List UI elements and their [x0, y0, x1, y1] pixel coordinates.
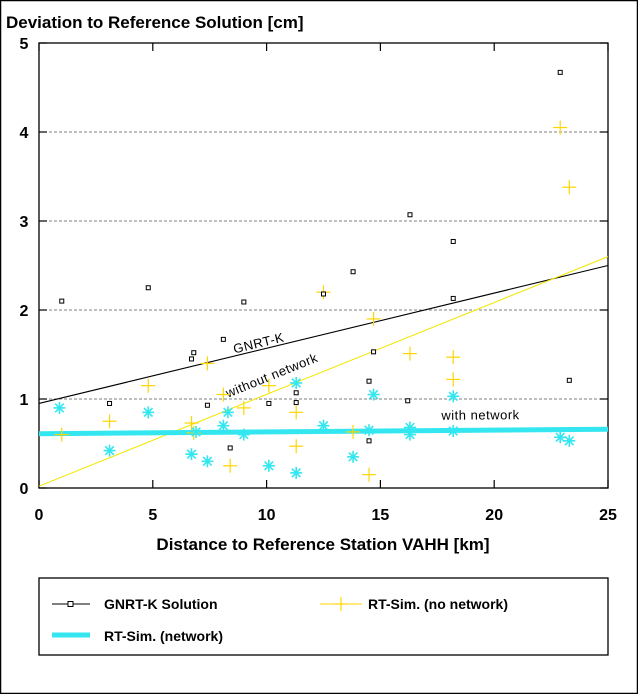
data-point-no-network [446, 350, 461, 365]
data-point-gnrtk [293, 390, 299, 396]
data-point-no-network [362, 467, 377, 482]
data-point-network [290, 376, 303, 389]
legend-item-no-network: RT-Sim. (no network) [320, 596, 508, 612]
data-point-gnrtk [227, 445, 233, 451]
trend-line-no-network [38, 256, 609, 487]
data-point-no-network [186, 425, 201, 440]
data-point-network [447, 390, 460, 403]
data-point-gnrtk [266, 400, 272, 406]
legend-label-network: RT-Sim. (network) [104, 628, 223, 644]
data-point-gnrtk [293, 400, 299, 406]
data-point-network [217, 419, 230, 432]
data-point-network [237, 428, 250, 441]
trend-line-gnrtk [38, 264, 609, 404]
data-point-network [447, 425, 460, 438]
legend-box: GNRT-K Solution RT-Sim. (no network) RT-… [38, 577, 609, 656]
x-tick-label: 15 [372, 507, 390, 524]
data-point-network [53, 401, 66, 414]
data-point-network [554, 431, 567, 444]
chart-title: Deviation to Reference Solution [cm] [6, 13, 304, 32]
data-point-network [317, 419, 330, 432]
data-point-no-network [200, 356, 215, 371]
y-tick-label: 2 [20, 303, 29, 320]
data-point-gnrtk [204, 402, 210, 408]
x-tick-label: 25 [599, 507, 617, 524]
data-point-network [403, 428, 416, 441]
trend-label: with network [440, 407, 519, 423]
legend-label-gnrtk: GNRT-K Solution [104, 596, 218, 612]
data-point-gnrtk [566, 377, 572, 383]
data-point-network [347, 450, 360, 463]
data-point-gnrtk [220, 336, 226, 342]
x-tick-label: 20 [485, 507, 503, 524]
x-axis-ticks: 0 5 10 15 20 25 [35, 43, 617, 524]
data-point-gnrtk [371, 349, 377, 355]
data-point-gnrtk [145, 285, 151, 291]
data-point-gnrtk [191, 350, 197, 356]
data-point-network [363, 424, 376, 437]
data-point-network [262, 459, 275, 472]
data-point-gnrtk [188, 356, 194, 362]
data-point-no-network [289, 405, 304, 420]
y-tick-label: 4 [20, 125, 29, 142]
data-point-no-network [141, 378, 156, 393]
data-point-network [201, 455, 214, 468]
x-axis-label: Distance to Reference Station VAHH [km] [156, 535, 489, 554]
y-tick-label: 1 [20, 392, 29, 409]
data-point-gnrtk [321, 291, 326, 297]
data-point-no-network [236, 400, 251, 415]
x-tick-label: 10 [258, 507, 276, 524]
data-point-network [103, 444, 116, 457]
data-point-no-network [289, 439, 304, 454]
data-points [53, 69, 577, 482]
y-tick-label: 0 [20, 481, 29, 498]
data-point-no-network [402, 346, 417, 361]
data-point-gnrtk [405, 398, 411, 404]
data-point-network [190, 425, 203, 438]
data-point-no-network [223, 458, 238, 473]
data-point-no-network [446, 372, 461, 387]
x-tick-label: 5 [148, 507, 157, 524]
data-point-network [142, 406, 155, 419]
data-point-gnrtk [241, 299, 247, 305]
data-point-network [367, 388, 380, 401]
data-point-no-network [562, 180, 577, 195]
y-tick-label: 5 [20, 36, 29, 53]
data-point-no-network [102, 414, 117, 429]
legend-item-gnrtk: GNRT-K Solution [52, 596, 218, 612]
data-point-no-network [553, 120, 568, 135]
data-point-no-network [54, 427, 69, 442]
data-point-no-network [346, 424, 361, 439]
x-tick-label: 0 [35, 507, 44, 524]
data-point-gnrtk [450, 238, 456, 244]
data-point-network [221, 406, 234, 419]
y-axis-ticks: 0 1 2 3 4 5 [20, 36, 608, 498]
data-point-gnrtk [366, 438, 372, 444]
data-point-no-network [366, 311, 381, 326]
data-point-gnrtk [366, 378, 372, 384]
data-point-no-network [184, 416, 199, 431]
data-point-network [185, 448, 198, 461]
data-point-no-network [216, 387, 231, 402]
data-point-gnrtk [107, 400, 113, 406]
data-point-gnrtk [557, 69, 563, 75]
data-point-gnrtk [407, 212, 413, 218]
data-point-gnrtk [450, 295, 456, 301]
data-point-gnrtk [350, 269, 356, 275]
data-point-network [563, 434, 576, 447]
legend-item-network: RT-Sim. (network) [52, 628, 223, 644]
legend-label-no-network: RT-Sim. (no network) [368, 596, 508, 612]
data-point-network [290, 466, 303, 479]
data-point-gnrtk [59, 298, 65, 304]
y-tick-label: 3 [20, 214, 29, 231]
data-point-no-network [261, 378, 276, 393]
